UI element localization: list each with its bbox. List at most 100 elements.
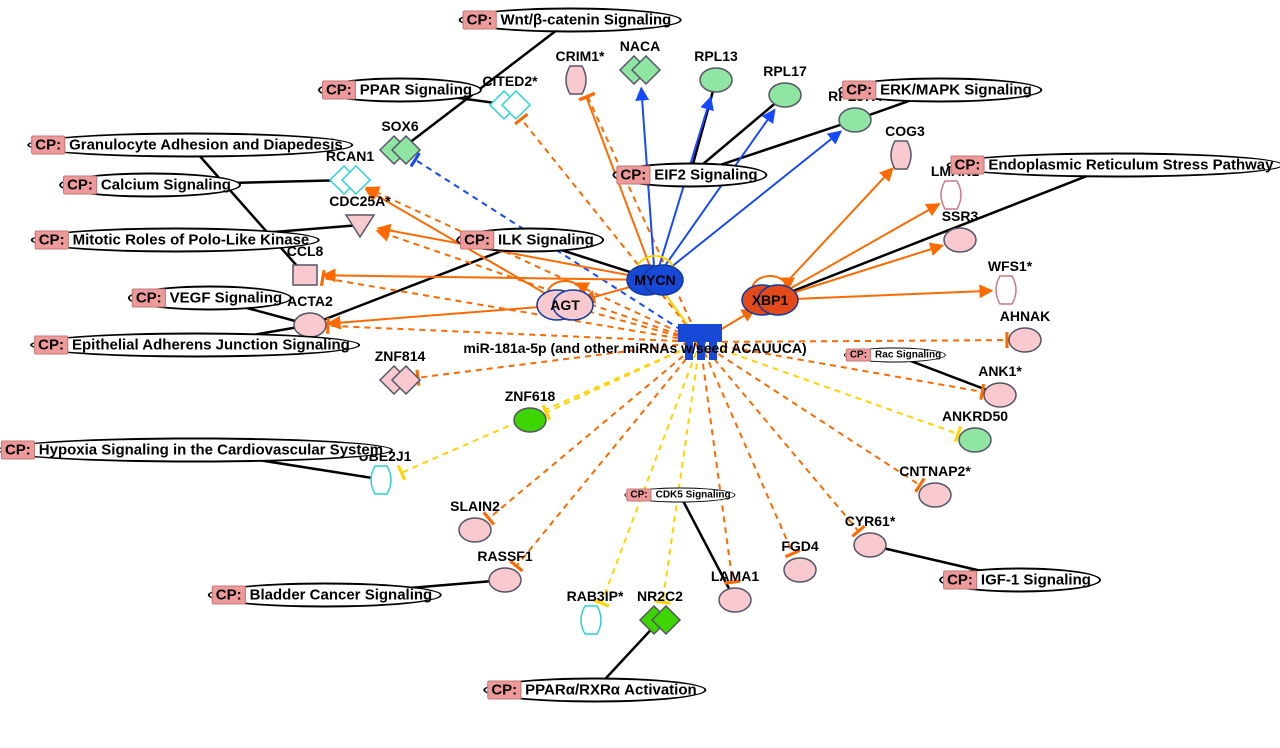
gene-CRIM1: [566, 66, 586, 94]
label-ACTA2: ACTA2: [287, 293, 333, 309]
label-CDC25A: CDC25A*: [329, 193, 390, 209]
label-FGD4: FGD4: [781, 538, 818, 554]
cp_mitotic: CP:Mitotic Roles of Polo-Like Kinase: [31, 228, 320, 253]
cp-label: ILK Signaling: [498, 232, 594, 249]
gene-WFS1: [996, 276, 1016, 304]
cp-prefix: CP:: [951, 156, 985, 175]
cp-prefix: CP:: [842, 81, 876, 100]
cp_calc: CP:Calcium Signaling: [59, 173, 241, 198]
gene-ZNF618: [514, 408, 546, 432]
label-center: miR-181a-5p (and other miRNAs w/seed ACA…: [463, 340, 806, 356]
gene-SSR3: [944, 228, 976, 252]
cp-prefix: CP:: [626, 489, 651, 502]
gene-RPL17: [769, 83, 801, 107]
cp_ilk: CP:ILK Signaling: [456, 228, 604, 253]
label-LAMA1: LAMA1: [711, 568, 759, 584]
cp-prefix: CP:: [487, 681, 521, 700]
gene-UBE2J1: [371, 466, 391, 494]
label-AHNAK: AHNAK: [1000, 308, 1051, 324]
label-RASSF1: RASSF1: [477, 548, 532, 564]
cp_pparalpha: CP:PPARα/RXRα Activation: [483, 678, 706, 703]
cp-prefix: CP:: [35, 231, 69, 250]
cp-prefix: CP:: [34, 336, 68, 355]
cp-label: Calcium Signaling: [101, 177, 231, 194]
label-ANK1: ANK1*: [978, 363, 1022, 379]
cp-label: Mitotic Roles of Polo-Like Kinase: [73, 232, 310, 249]
cp-label: CDK5 Signaling: [656, 490, 731, 501]
label-MYCN: MYCN: [634, 272, 675, 288]
label-RPL17: RPL17: [763, 63, 807, 79]
cp-label: ERK/MAPK Signaling: [880, 82, 1032, 99]
cp-label: PPAR Signaling: [360, 82, 472, 99]
gene-RAB3IP: [581, 606, 601, 634]
gene-ANKRD50: [959, 428, 991, 452]
label-SOX6: SOX6: [381, 118, 418, 134]
cp_ppar: CP:PPAR Signaling: [318, 78, 482, 103]
cp_igf1: CP:IGF-1 Signaling: [939, 568, 1101, 593]
gene-CYR61: [854, 533, 886, 557]
cp_cdk5: CP: CDK5 Signaling: [624, 488, 735, 503]
cp-label: Granulocyte Adhesion and Diapedesis: [69, 137, 343, 154]
gene-AHNAK: [1009, 328, 1041, 352]
label-ZNF618: ZNF618: [505, 388, 556, 404]
label-COG3: COG3: [885, 123, 925, 139]
network-canvas: [0, 0, 1280, 748]
label-ANKRD50: ANKRD50: [942, 408, 1008, 424]
gene-RASSF1: [489, 568, 521, 592]
gene-NR2C2: [640, 606, 680, 634]
cp-prefix: CP:: [63, 176, 97, 195]
label-AGT: AGT: [550, 297, 580, 313]
cp-prefix: CP:: [132, 289, 166, 308]
label-CRIM1: CRIM1*: [555, 48, 604, 64]
gene-CITED2: [490, 91, 530, 119]
cp-prefix: CP:: [1, 441, 35, 460]
gene-CCL8: [293, 265, 317, 285]
label-WFS1: WFS1*: [988, 258, 1032, 274]
gene-ACTA2: [294, 313, 326, 337]
gene-COG3: [891, 141, 911, 169]
label-NR2C2: NR2C2: [637, 588, 683, 604]
cp-prefix: CP:: [616, 166, 650, 185]
cp_wnt: CP:Wnt/β-catenin Signaling: [459, 8, 682, 33]
label-RPL13: RPL13: [694, 48, 738, 64]
label-RAB3IP: RAB3IP*: [567, 588, 624, 604]
label-CYR61: CYR61*: [845, 513, 896, 529]
cp_eif2: CP:EIF2 Signaling: [612, 163, 767, 188]
label-XBP1: XBP1: [752, 292, 789, 308]
label-CNTNAP2: CNTNAP2*: [899, 463, 971, 479]
cp_bladder: CP:Bladder Cancer Signaling: [208, 583, 442, 608]
cp-prefix: CP:: [212, 586, 246, 605]
gene-ZNF814: [380, 366, 420, 394]
cp-prefix: CP:: [31, 136, 65, 155]
gene-NACA: [620, 56, 660, 84]
cp_epi: CP:Epithelial Adherens Junction Signalin…: [30, 333, 360, 358]
cp-label: EIF2 Signaling: [654, 167, 757, 184]
cp_hypox: CP:Hypoxia Signaling in the Cardiovascul…: [0, 438, 393, 463]
cp-label: IGF-1 Signaling: [981, 572, 1091, 589]
cp-label: Rac Signaling: [875, 350, 941, 361]
cp-prefix: CP:: [460, 231, 494, 250]
label-ZNF814: ZNF814: [375, 348, 426, 364]
label-SSR3: SSR3: [942, 208, 979, 224]
cp-label: Endoplasmic Reticulum Stress Pathway: [988, 157, 1273, 174]
gene-LAMA1: [719, 588, 751, 612]
cp_vegf: CP:VEGF Signaling: [128, 286, 292, 311]
gene-FGD4: [784, 558, 816, 582]
gene-RPL37A: [839, 108, 871, 132]
cp-label: Wnt/β-catenin Signaling: [501, 12, 672, 29]
cp-prefix: CP:: [322, 81, 356, 100]
cp-label: Hypoxia Signaling in the Cardiovascular …: [39, 442, 383, 459]
cp-label: PPARα/RXRα Activation: [525, 682, 697, 699]
cp-prefix: CP:: [846, 349, 871, 362]
cp_rac: CP: Rac Signaling: [844, 348, 946, 363]
gene-SLAIN2: [459, 518, 491, 542]
cp-label: VEGF Signaling: [170, 290, 283, 307]
label-SLAIN2: SLAIN2: [450, 498, 500, 514]
gene-ANK1: [984, 383, 1016, 407]
gene-CNTNAP2: [919, 483, 951, 507]
cp_er: CP:Endoplasmic Reticulum Stress Pathway: [947, 153, 1280, 178]
cp-label: Epithelial Adherens Junction Signaling: [72, 337, 350, 354]
gene-RCAN1: [330, 166, 370, 194]
cp_gran: CP:Granulocyte Adhesion and Diapedesis: [27, 133, 353, 158]
cp-prefix: CP:: [943, 571, 977, 590]
